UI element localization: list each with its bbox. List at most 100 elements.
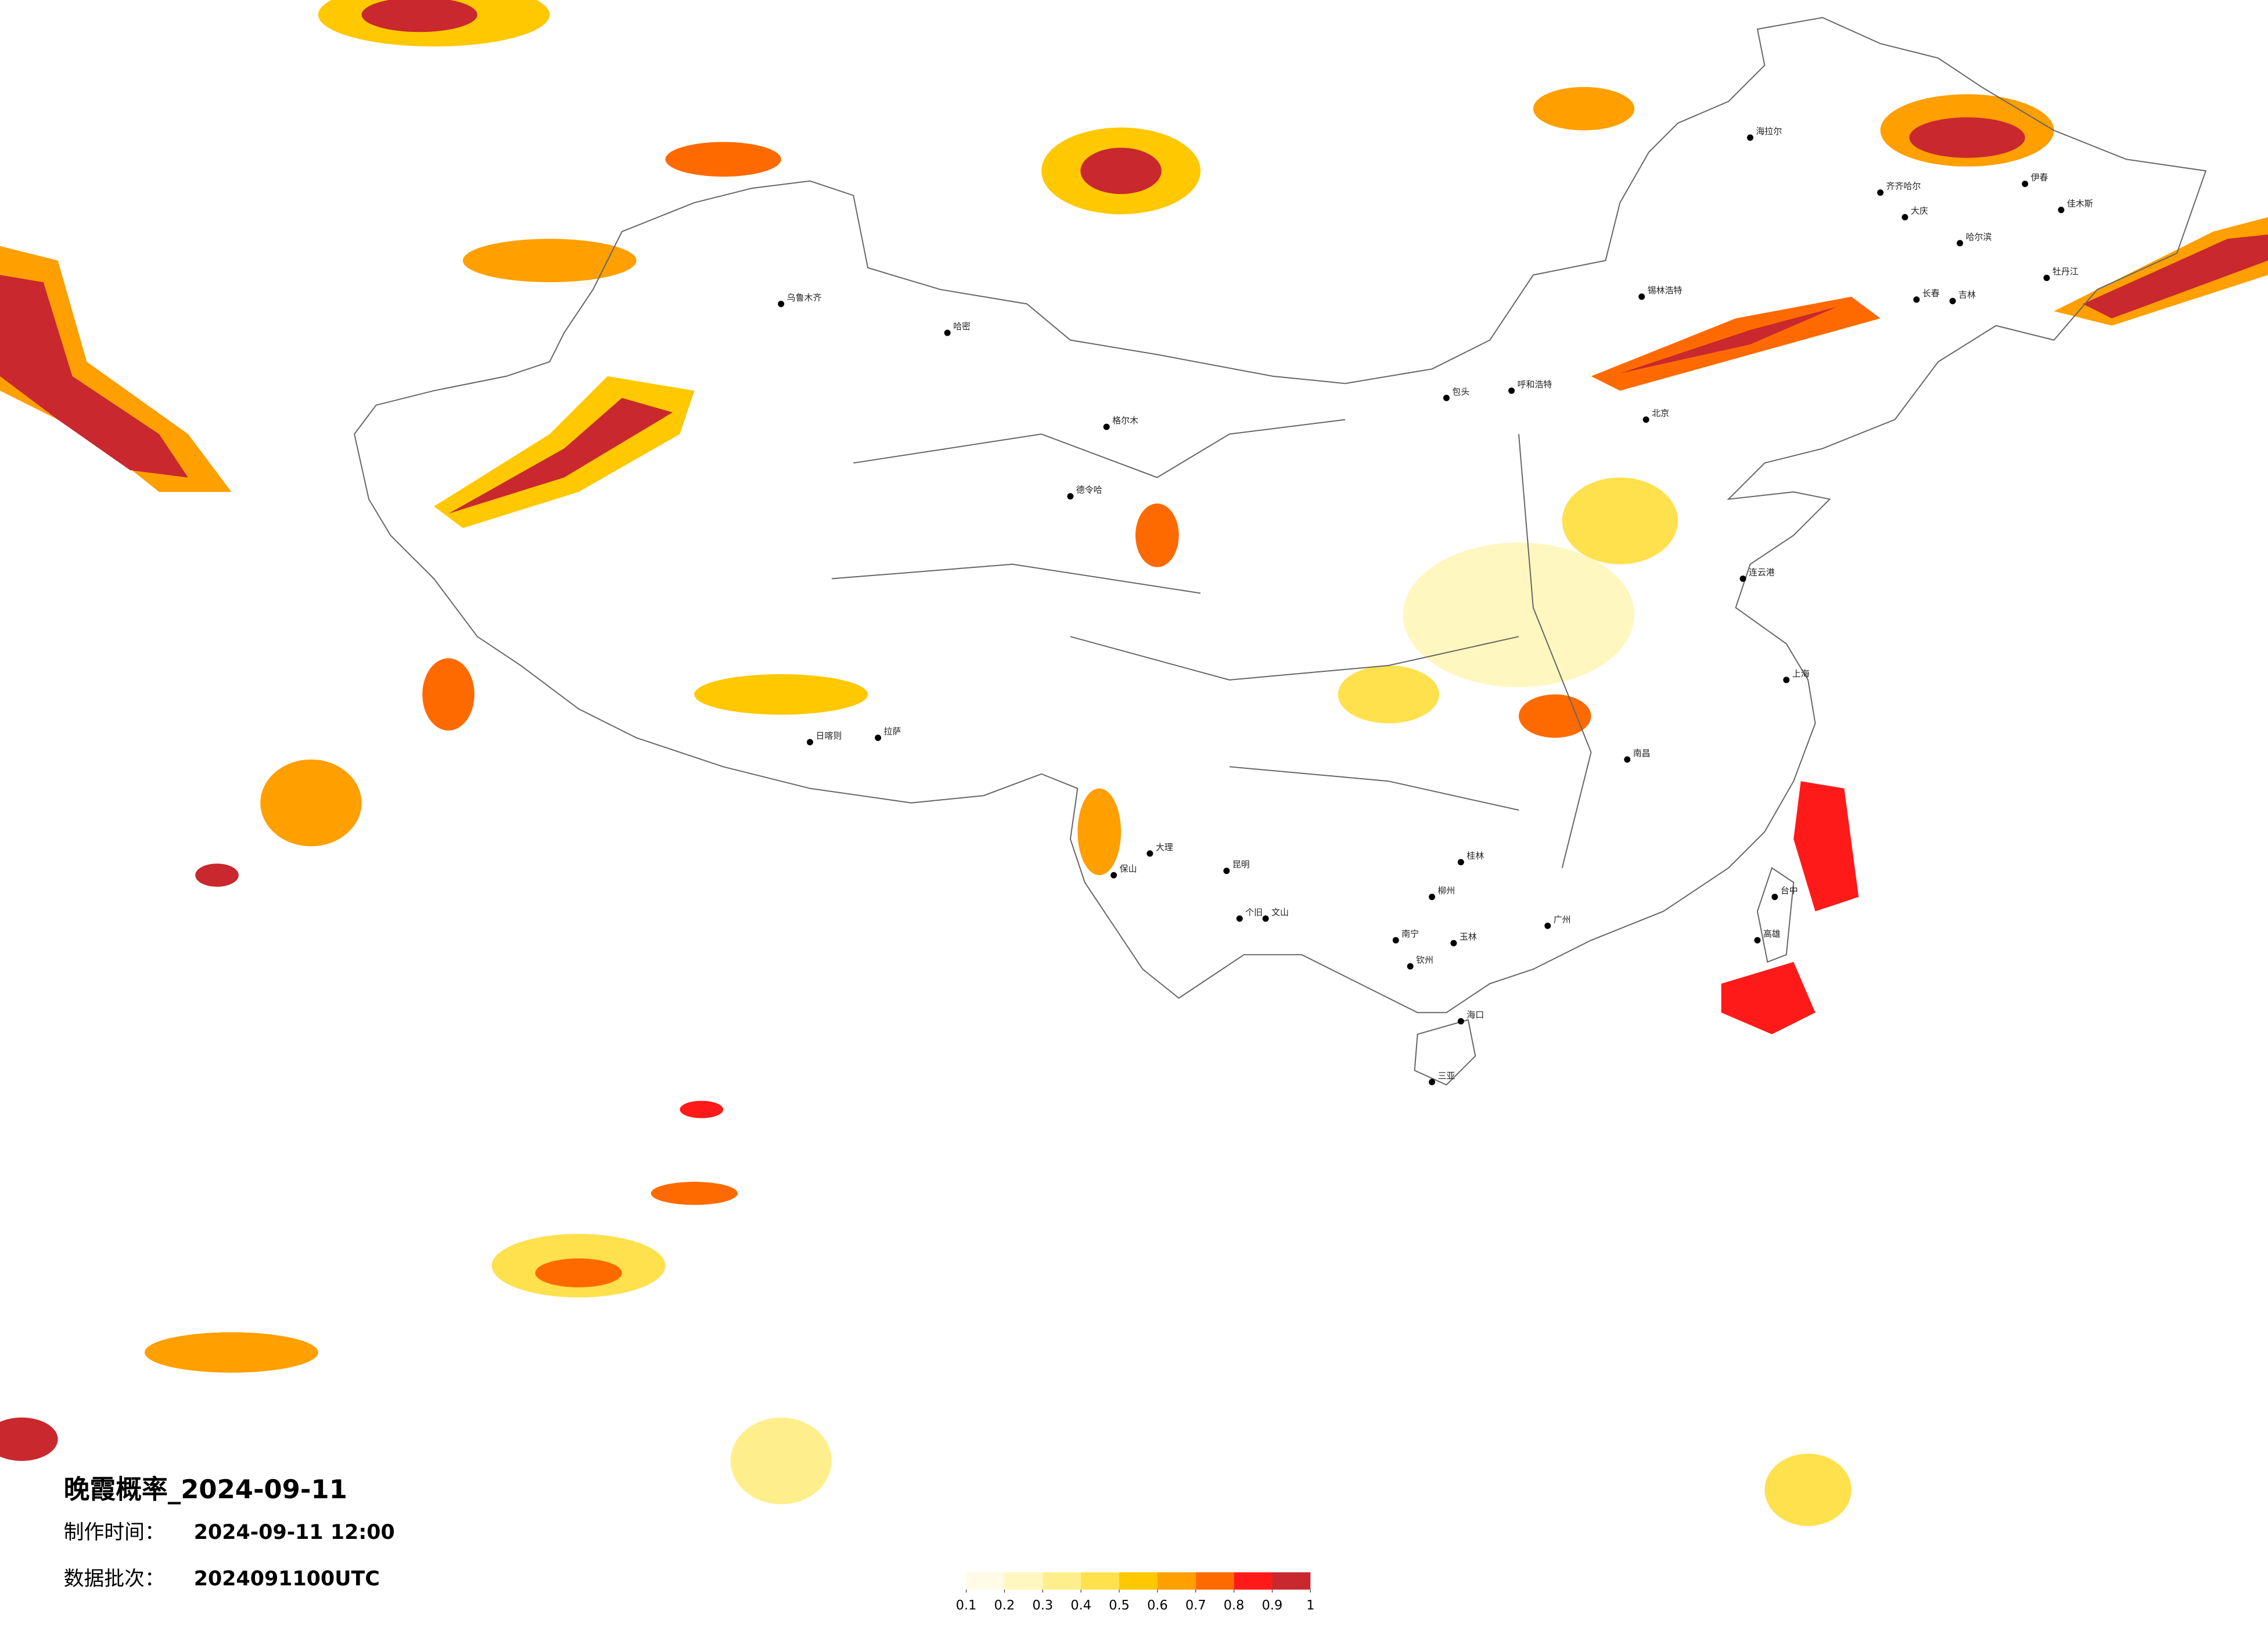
city-label: 包头: [1452, 386, 1469, 397]
city-dot: [1746, 134, 1753, 141]
city-dot: [1771, 893, 1778, 900]
city-dot: [875, 735, 882, 741]
batch-label: 数据批次：: [64, 1567, 165, 1591]
city-label: 佳木斯: [2067, 199, 2093, 209]
batch: 2024091100UTC: [194, 1567, 380, 1591]
city-label: 玉林: [1460, 931, 1477, 942]
city-label: 南宁: [1401, 929, 1419, 939]
production-time-label: 制作时间：: [64, 1521, 165, 1544]
city-dot: [1638, 293, 1645, 300]
colorbar-tick-label: 0.6: [1147, 1598, 1168, 1613]
city-label: 哈尔滨: [1965, 232, 1992, 242]
colorbar-swatch: [1119, 1572, 1158, 1590]
city-dot: [1067, 493, 1074, 500]
city-label: 吉林: [1958, 289, 1976, 300]
city-label: 南昌: [1633, 748, 1651, 758]
city-dot: [2058, 207, 2065, 213]
city-dot: [1262, 915, 1269, 922]
city-dot: [1739, 575, 1746, 582]
city-dot: [1642, 416, 1649, 423]
colorbar-swatch: [1043, 1572, 1081, 1590]
city-label: 海口: [1467, 1010, 1484, 1020]
city-dot: [1957, 240, 1964, 247]
city-label: 呼和浩特: [1517, 379, 1552, 390]
city-label: 连云港: [1749, 567, 1775, 578]
colorbar: 0.1 0.2 0.3 0.4 0.5 0.6 0.7 0.8 0.9 1: [956, 1572, 1314, 1613]
colorbar-tick-label: 0.4: [1070, 1598, 1091, 1613]
colorbar-tick-label: 0.8: [1224, 1598, 1245, 1613]
city-label: 广州: [1554, 914, 1571, 924]
map-title: 晚霞概率_2024-09-11: [64, 1474, 347, 1505]
city-label: 伊春: [2031, 172, 2048, 183]
city-dot: [1783, 677, 1790, 684]
city-label: 文山: [1271, 907, 1289, 918]
colorbar-swatch: [1234, 1572, 1273, 1590]
colorbar-swatch: [1157, 1572, 1196, 1590]
colorbar-swatch: [1195, 1572, 1234, 1590]
city-dot: [1392, 937, 1399, 944]
city-label: 格尔木: [1112, 415, 1138, 426]
city-dot: [1429, 893, 1436, 900]
city-dot: [1949, 297, 1956, 304]
city-label: 大庆: [1911, 206, 1928, 216]
city-label: 保山: [1120, 864, 1137, 874]
colorbar-swatch: [1004, 1572, 1043, 1590]
city-dot: [1407, 963, 1414, 970]
city-label: 哈密: [953, 321, 971, 332]
colorbar-swatch: [966, 1572, 1005, 1590]
city-dot: [1457, 859, 1464, 866]
city-dot: [2022, 181, 2029, 188]
city-label: 台中: [1781, 885, 1798, 895]
city-label: 拉萨: [884, 726, 901, 737]
city-dot: [1429, 1078, 1436, 1085]
city-dot: [1110, 872, 1117, 879]
city-label: 上海: [1792, 668, 1810, 679]
city-label: 长春: [1922, 288, 1940, 298]
city-dot: [1877, 189, 1884, 196]
city-label: 昆明: [1232, 859, 1250, 870]
colorbar-tick-label: 0.3: [1033, 1598, 1054, 1613]
city-dot: [1754, 937, 1761, 944]
city-label: 柳州: [1437, 885, 1455, 895]
city-label: 乌鲁木齐: [787, 292, 822, 303]
city-dot: [1146, 850, 1153, 857]
city-dot: [1902, 214, 1908, 221]
colorbar-tick-label: 0.2: [994, 1598, 1015, 1613]
city-label: 大理: [1156, 842, 1173, 852]
city-dot: [807, 739, 814, 746]
city-dot: [1103, 423, 1110, 430]
city-dot: [1544, 922, 1551, 929]
city-label: 桂林: [1467, 851, 1484, 861]
city-dot: [1223, 868, 1230, 875]
city-label: 钦州: [1416, 955, 1433, 965]
city-label: 牡丹江: [2053, 267, 2079, 277]
city-label: 北京: [1652, 408, 1669, 419]
colorbar-tick-label: 1: [1306, 1598, 1314, 1613]
colorbar-tick-label: 0.1: [956, 1598, 977, 1613]
colorbar-tick-label: 0.9: [1262, 1598, 1283, 1613]
city-dot: [944, 329, 951, 336]
city-dot: [1913, 296, 1920, 303]
city-dot: [1624, 756, 1631, 763]
city-dot: [1236, 915, 1243, 922]
city-dot: [1508, 387, 1515, 394]
city-label: 海拉尔: [1756, 126, 1782, 136]
colorbar-swatch: [1081, 1572, 1120, 1590]
city-dot: [1450, 940, 1457, 947]
city-label: 齐齐哈尔: [1886, 181, 1921, 192]
city-dot: [778, 300, 785, 307]
city-label: 日喀则: [816, 731, 842, 741]
production-time: 2024-09-11 12:00: [194, 1521, 395, 1544]
probability-field: [0, 0, 2268, 1526]
city-label: 锡林浩特: [1648, 285, 1683, 296]
city-label: 三亚: [1437, 1070, 1455, 1081]
city-dot: [1443, 394, 1450, 401]
city-dot: [2043, 275, 2050, 282]
city-label: 高雄: [1763, 929, 1781, 939]
colorbar-swatch: [1272, 1572, 1311, 1590]
city-label: 个旧: [1245, 907, 1263, 918]
city-dot: [1457, 1018, 1464, 1025]
